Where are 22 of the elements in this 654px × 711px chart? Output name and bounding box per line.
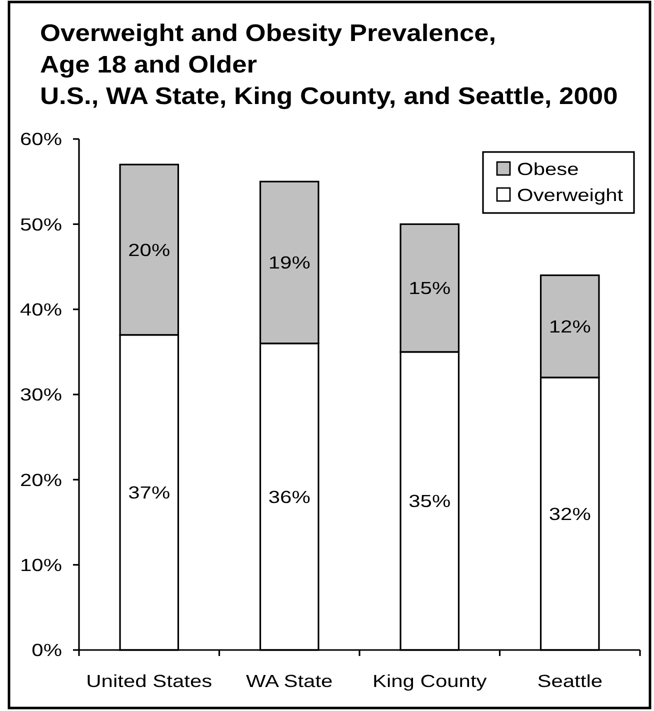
data-label: 15% xyxy=(408,280,451,299)
data-label: 36% xyxy=(268,488,310,508)
chart-title: Overweight and Obesity Prevalence, Age 18 and Older U.S., WA State, King County, and Seattle, 2000 xyxy=(40,20,618,110)
y-tick-label: 20% xyxy=(20,471,62,490)
y-tick-label: 60% xyxy=(20,130,62,150)
data-label: 35% xyxy=(408,492,451,512)
y-tick-label: 40% xyxy=(20,300,62,320)
y-tick-label: 10% xyxy=(20,556,62,576)
data-label: 20% xyxy=(128,241,170,260)
legend-label: Obese xyxy=(517,160,579,180)
y-tick-label: 50% xyxy=(20,216,62,235)
y-tick-label: 30% xyxy=(20,386,62,406)
data-label: 37% xyxy=(128,484,170,504)
x-tick-label: King County xyxy=(372,672,488,692)
x-tick-label: United States xyxy=(86,672,212,692)
data-label: 19% xyxy=(268,254,310,274)
x-tick-label: WA State xyxy=(246,672,333,692)
data-label: 32% xyxy=(548,505,591,524)
legend-label: Overweight xyxy=(517,186,624,206)
x-tick-label: Seattle xyxy=(537,672,603,692)
data-label: 12% xyxy=(548,318,591,338)
y-tick-label: 0% xyxy=(32,642,62,661)
